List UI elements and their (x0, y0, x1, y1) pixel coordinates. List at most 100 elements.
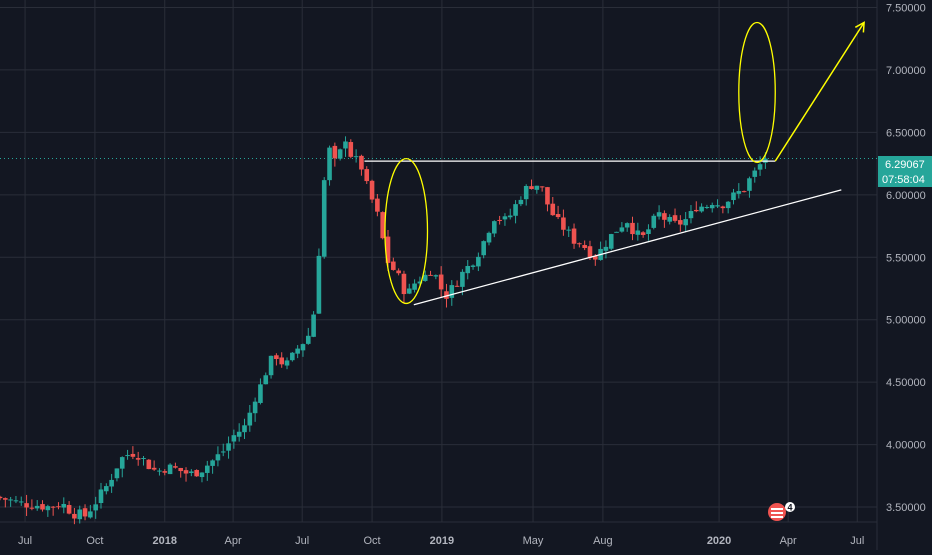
candle-down[interactable] (592, 256, 598, 260)
candle-up[interactable] (704, 206, 710, 208)
candle-down[interactable] (194, 470, 199, 477)
candle-up[interactable] (715, 205, 720, 207)
candle-down[interactable] (178, 467, 184, 472)
candle-down[interactable] (391, 261, 396, 270)
candle-up[interactable] (215, 454, 221, 461)
price-axis[interactable]: 3.50000 4.00000 4.50000 5.00000 5.50000 6.000… (886, 2, 926, 514)
candle-up[interactable] (189, 471, 194, 474)
candle-up[interactable] (119, 457, 125, 469)
candle-up[interactable] (725, 201, 731, 209)
candle-down[interactable] (151, 467, 157, 470)
support-trend-line[interactable] (413, 189, 842, 306)
candle-down[interactable] (396, 270, 401, 274)
highlight-ellipse-top[interactable] (738, 21, 776, 163)
candle-up[interactable] (614, 231, 619, 233)
candle-up[interactable] (412, 283, 417, 290)
candle-down[interactable] (0, 496, 3, 499)
candle-up[interactable] (231, 435, 237, 442)
candle-up[interactable] (709, 205, 715, 209)
candle-down[interactable] (555, 214, 561, 218)
candle-up[interactable] (300, 344, 306, 351)
candle-down[interactable] (375, 198, 380, 212)
candle-up[interactable] (247, 412, 253, 426)
candle-down[interactable] (545, 187, 550, 205)
candle-down[interactable] (364, 169, 370, 182)
candle-up[interactable] (284, 360, 290, 366)
candle-down[interactable] (630, 222, 635, 235)
candle-up[interactable] (8, 499, 13, 501)
candle-up[interactable] (337, 149, 343, 159)
candle-down[interactable] (444, 291, 449, 299)
candle-up[interactable] (204, 465, 210, 473)
candle-down[interactable] (672, 215, 678, 221)
candle-down[interactable] (56, 506, 61, 508)
candle-up[interactable] (608, 234, 614, 249)
candle-up[interactable] (311, 314, 316, 337)
candle-up[interactable] (114, 468, 120, 479)
candle-up[interactable] (476, 256, 481, 267)
candle-up[interactable] (210, 460, 215, 466)
candle-up[interactable] (242, 425, 247, 433)
candle-up[interactable] (683, 219, 688, 226)
candle-up[interactable] (523, 185, 529, 200)
candle-down[interactable] (662, 213, 667, 220)
candle-up[interactable] (199, 472, 205, 478)
candle-down[interactable] (332, 145, 338, 159)
candle-up[interactable] (502, 216, 508, 220)
candle-up[interactable] (492, 221, 497, 234)
candle-up[interactable] (736, 191, 742, 194)
candle-up[interactable] (98, 489, 104, 504)
candle-down[interactable] (3, 498, 8, 500)
candle-down[interactable] (720, 206, 726, 209)
candle-down[interactable] (428, 274, 433, 276)
candle-down[interactable] (454, 285, 460, 287)
candle-up[interactable] (507, 215, 513, 218)
candle-down[interactable] (369, 180, 375, 200)
us-flag-icon[interactable]: 4 (768, 502, 795, 521)
candle-down[interactable] (72, 513, 77, 519)
candle-up[interactable] (433, 275, 439, 277)
candle-up[interactable] (263, 375, 269, 385)
candle-down[interactable] (50, 506, 56, 508)
candle-up[interactable] (688, 211, 694, 219)
candle-up[interactable] (93, 504, 98, 511)
candle-up[interactable] (534, 185, 540, 190)
candle-up[interactable] (327, 147, 332, 181)
candle-down[interactable] (438, 274, 444, 290)
candle-down[interactable] (40, 504, 45, 510)
candle-up[interactable] (220, 451, 226, 453)
candles[interactable] (0, 136, 768, 525)
candle-down[interactable] (24, 503, 29, 508)
candle-down[interactable] (571, 228, 577, 244)
candle-up[interactable] (513, 204, 518, 216)
candle-down[interactable] (146, 459, 152, 470)
candle-up[interactable] (470, 265, 476, 267)
candle-up[interactable] (619, 227, 625, 232)
candle-up[interactable] (61, 503, 67, 508)
candle-down[interactable] (401, 273, 407, 295)
candle-up[interactable] (157, 470, 162, 472)
candle-up[interactable] (449, 285, 455, 298)
candle-down[interactable] (380, 212, 385, 239)
candle-down[interactable] (183, 470, 189, 474)
highlight-ellipse-bottom[interactable] (384, 157, 429, 305)
candle-up[interactable] (747, 178, 752, 191)
candle-down[interactable] (173, 466, 178, 468)
candle-down[interactable] (66, 505, 72, 514)
candle-up[interactable] (481, 241, 486, 256)
candle-up[interactable] (305, 335, 311, 344)
candle-down[interactable] (640, 232, 646, 235)
candle-up[interactable] (167, 464, 173, 475)
candle-up[interactable] (422, 274, 428, 281)
candle-up[interactable] (731, 192, 736, 201)
candle-up[interactable] (353, 156, 359, 158)
projection-arrow-line[interactable] (774, 22, 865, 162)
candle-up[interactable] (566, 229, 572, 231)
candle-up[interactable] (699, 206, 704, 212)
candle-up[interactable] (268, 355, 274, 376)
time-axis[interactable]: Jul Oct 2018 Apr Jul Oct 2019 May Aug 2020 Apr Jul (18, 535, 864, 547)
candle-up[interactable] (109, 479, 114, 487)
candle-up[interactable] (18, 501, 24, 503)
